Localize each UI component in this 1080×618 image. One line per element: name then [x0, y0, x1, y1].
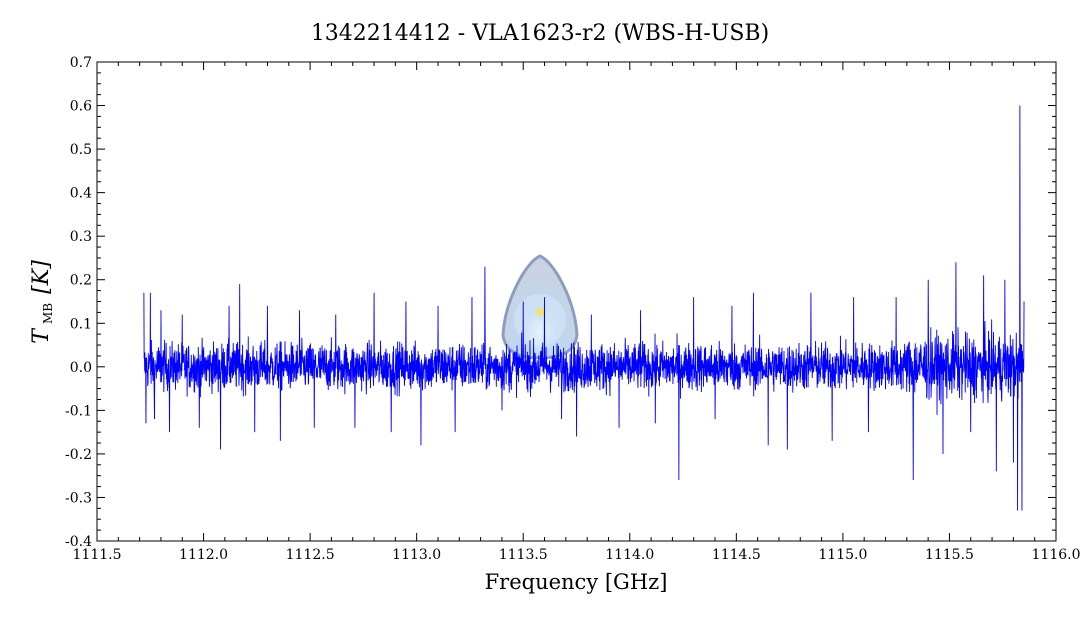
spectrum-plot-area — [143, 105, 1025, 511]
x-tick-label: 1115.0 — [818, 547, 867, 563]
x-tick-label: 1116.0 — [1032, 547, 1080, 563]
plot-frame — [96, 61, 1057, 542]
x-tick-label: 1113.5 — [499, 547, 548, 563]
svg-text:T MB [K]: T MB [K] — [29, 260, 56, 344]
y-axis-label-main: T — [29, 327, 54, 344]
y-tick-label: -0.4 — [65, 534, 92, 550]
y-axis: -0.4 -0.3 -0.2 -0.1 0.0 0.1 0.2 0.3 0.4 0.5 0.6 0.7 — [65, 55, 1056, 550]
y-tick-label: -0.1 — [65, 403, 92, 419]
y-tick-label: 0.3 — [70, 229, 92, 245]
y-tick-label: 0.2 — [70, 273, 92, 289]
x-tick-label: 1115.5 — [925, 547, 974, 563]
y-axis-label-subscript: MB — [41, 303, 55, 324]
y-axis-label-unit: [K] — [29, 260, 54, 294]
y-tick-label: 0.0 — [70, 360, 92, 376]
x-axis-label: Frequency [GHz] — [485, 570, 668, 594]
y-tick-label: 0.6 — [70, 99, 92, 115]
y-tick-label: 0.7 — [70, 55, 92, 71]
y-tick-label: 0.4 — [70, 186, 92, 202]
y-axis-label: T MB [K] — [29, 260, 56, 344]
y-tick-label: 0.1 — [70, 316, 92, 332]
x-tick-label: 1112.5 — [286, 547, 335, 563]
spectrum-series-line — [143, 105, 1025, 511]
chart-title: 1342214412 - VLA1623-r2 (WBS-H-USB) — [311, 21, 769, 46]
herschel-logo-icon — [501, 254, 579, 360]
y-tick-label: 0.5 — [70, 142, 92, 158]
y-tick-label: -0.2 — [65, 447, 92, 463]
x-tick-label: 1114.5 — [712, 547, 761, 563]
x-tick-label: 1112.0 — [179, 547, 228, 563]
x-tick-label: 1113.0 — [392, 547, 441, 563]
y-tick-label: -0.3 — [65, 490, 92, 506]
x-tick-label: 1111.5 — [73, 547, 122, 563]
x-tick-label: 1114.0 — [605, 547, 654, 563]
x-axis: 1111.5 1112.0 1112.5 1113.0 1113.5 1114.0 1114… — [73, 62, 1080, 563]
